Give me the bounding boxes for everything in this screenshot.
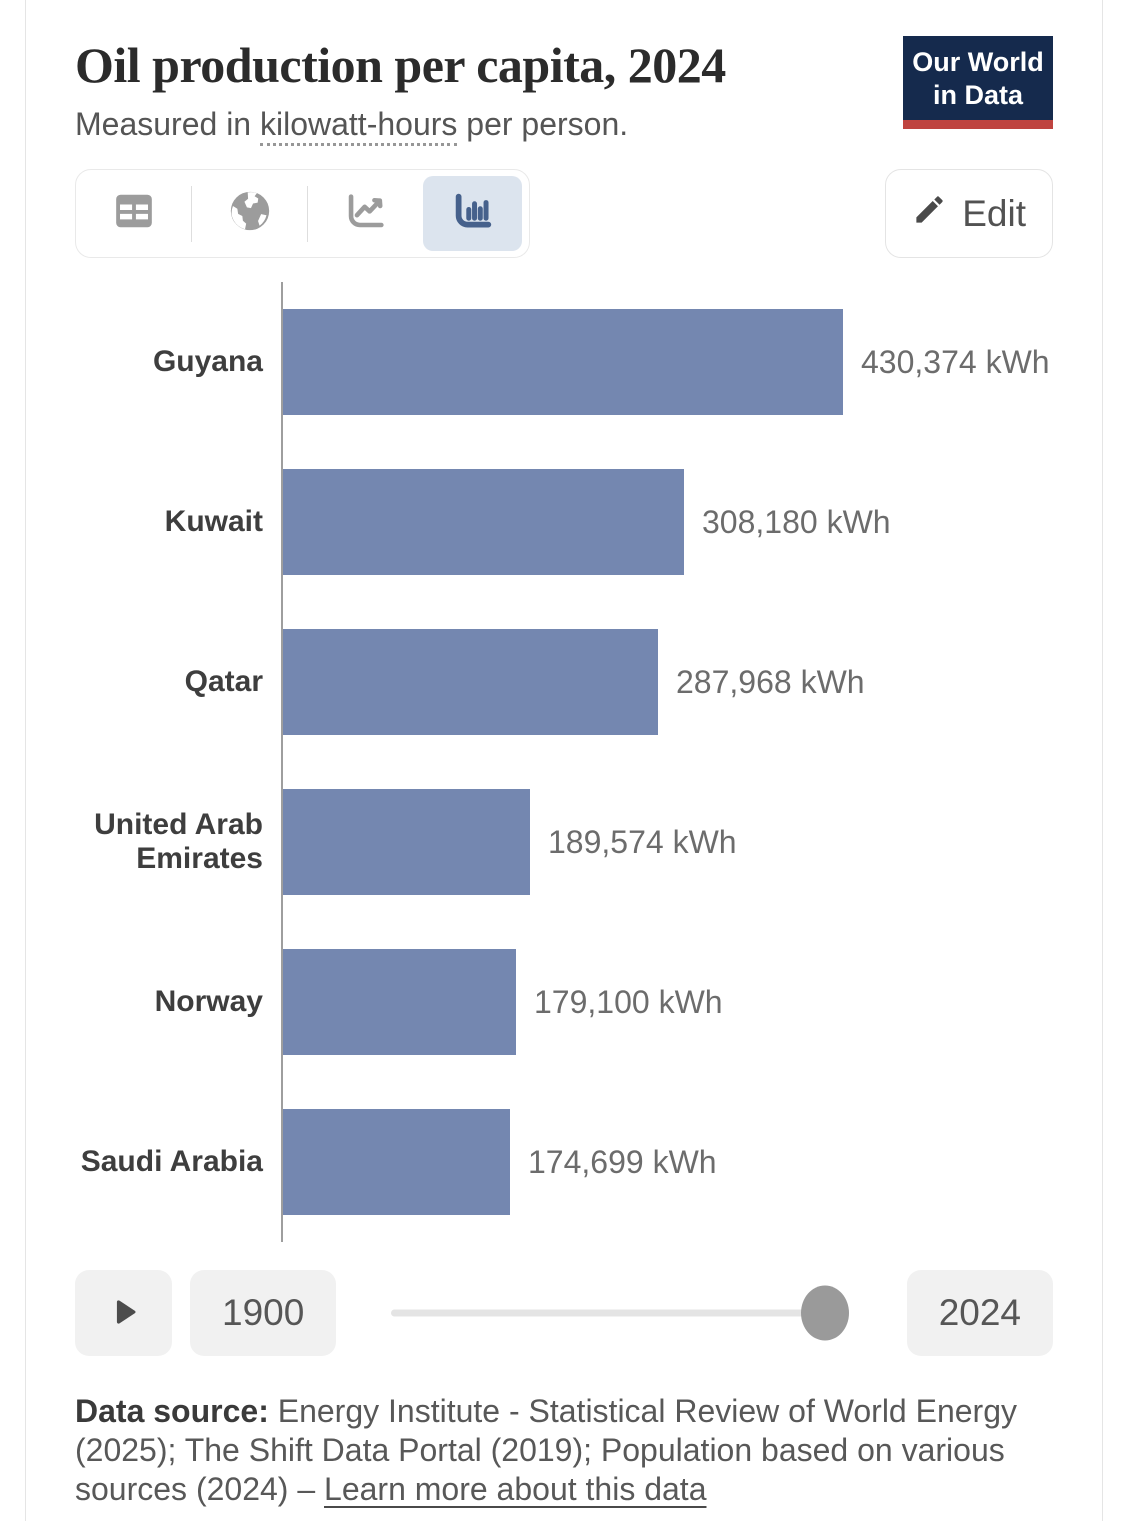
logo-line2: in Data	[932, 80, 1024, 110]
header: Oil production per capita, 2024 Measured…	[75, 0, 1053, 146]
tab-line-chart[interactable]	[308, 170, 423, 257]
data-source-note: Data source: Energy Institute - Statisti…	[75, 1392, 1053, 1509]
edit-button[interactable]: Edit	[885, 169, 1053, 258]
bar-zone: 189,574 kWh	[281, 762, 1053, 922]
title-block: Oil production per capita, 2024 Measured…	[75, 36, 726, 146]
country-label[interactable]: Kuwait	[164, 505, 263, 539]
bar[interactable]	[283, 629, 658, 735]
bar[interactable]	[283, 469, 684, 575]
chart-type-tabs	[75, 169, 530, 258]
owid-logo[interactable]: Our World in Data	[903, 36, 1053, 129]
edit-label: Edit	[962, 192, 1026, 234]
value-label: 174,699 kWh	[528, 1143, 717, 1180]
data-source-text: Energy Institute - Statistical Review of…	[75, 1393, 1017, 1507]
pencil-icon	[912, 192, 947, 236]
value-label: 179,100 kWh	[534, 983, 723, 1020]
logo-line1: Our World	[912, 47, 1044, 77]
chart-card: Oil production per capita, 2024 Measured…	[25, 0, 1103, 1521]
bar[interactable]	[283, 789, 530, 895]
tab-table[interactable]	[76, 170, 191, 257]
start-year-button[interactable]: 1900	[190, 1270, 337, 1356]
bar[interactable]	[283, 1109, 510, 1215]
chart-row: Kuwait 308,180 kWh	[75, 442, 1053, 602]
bar-chart: Guyana 430,374 kWh Kuwait 308,180 kWh Qatar 2…	[75, 282, 1053, 1242]
bar-zone: 308,180 kWh	[281, 442, 1053, 602]
chart-row: Guyana 430,374 kWh	[75, 282, 1053, 442]
bar-zone: 287,968 kWh	[281, 602, 1053, 762]
country-label[interactable]: Saudi Arabia	[80, 1145, 263, 1179]
kilowatt-hours-term-link[interactable]: kilowatt-hours	[259, 106, 458, 146]
play-icon	[107, 1295, 141, 1332]
value-label: 430,374 kWh	[861, 343, 1050, 380]
chart-row: Qatar 287,968 kWh	[75, 602, 1053, 762]
table-icon	[111, 188, 157, 239]
bar-chart-icon	[450, 188, 496, 239]
toolbar: Edit	[75, 169, 1053, 258]
tab-divider	[307, 185, 308, 242]
timeline-track[interactable]	[391, 1270, 858, 1356]
value-label: 189,574 kWh	[548, 823, 737, 860]
bar[interactable]	[283, 949, 516, 1055]
learn-more-link[interactable]: Learn more about this data	[324, 1471, 707, 1507]
bar-zone: 430,374 kWh	[281, 282, 1053, 442]
tab-bar-chart[interactable]	[423, 176, 522, 251]
country-label[interactable]: United Arab Emirates	[94, 808, 263, 875]
bar[interactable]	[283, 309, 843, 415]
tab-map[interactable]	[192, 170, 307, 257]
tab-divider	[191, 185, 192, 242]
page-title: Oil production per capita, 2024	[75, 37, 726, 93]
value-label: 287,968 kWh	[676, 663, 865, 700]
country-label[interactable]: Guyana	[152, 345, 263, 379]
globe-icon	[227, 188, 273, 239]
subtitle-prefix: Measured in	[75, 106, 260, 142]
subtitle-suffix: per person.	[457, 106, 629, 142]
country-label[interactable]: Norway	[154, 985, 263, 1019]
value-label: 308,180 kWh	[702, 503, 891, 540]
chart-row: United Arab Emirates 189,574 kWh	[75, 762, 1053, 922]
timeline-track-bar	[391, 1309, 845, 1317]
end-year-button[interactable]: 2024	[906, 1270, 1053, 1356]
data-source-label: Data source:	[75, 1393, 269, 1429]
chart-row: Saudi Arabia 174,699 kWh	[75, 1082, 1053, 1242]
timeline: 1900 2024	[75, 1270, 1053, 1356]
chart-subtitle: Measured in kilowatt-hours per person.	[75, 106, 726, 146]
bar-zone: 174,699 kWh	[281, 1082, 1053, 1242]
chart-row: Norway 179,100 kWh	[75, 922, 1053, 1082]
timeline-handle[interactable]	[800, 1285, 849, 1341]
bar-zone: 179,100 kWh	[281, 922, 1053, 1082]
play-button[interactable]	[75, 1270, 172, 1356]
line-chart-icon	[343, 188, 389, 239]
country-label[interactable]: Qatar	[184, 665, 263, 699]
